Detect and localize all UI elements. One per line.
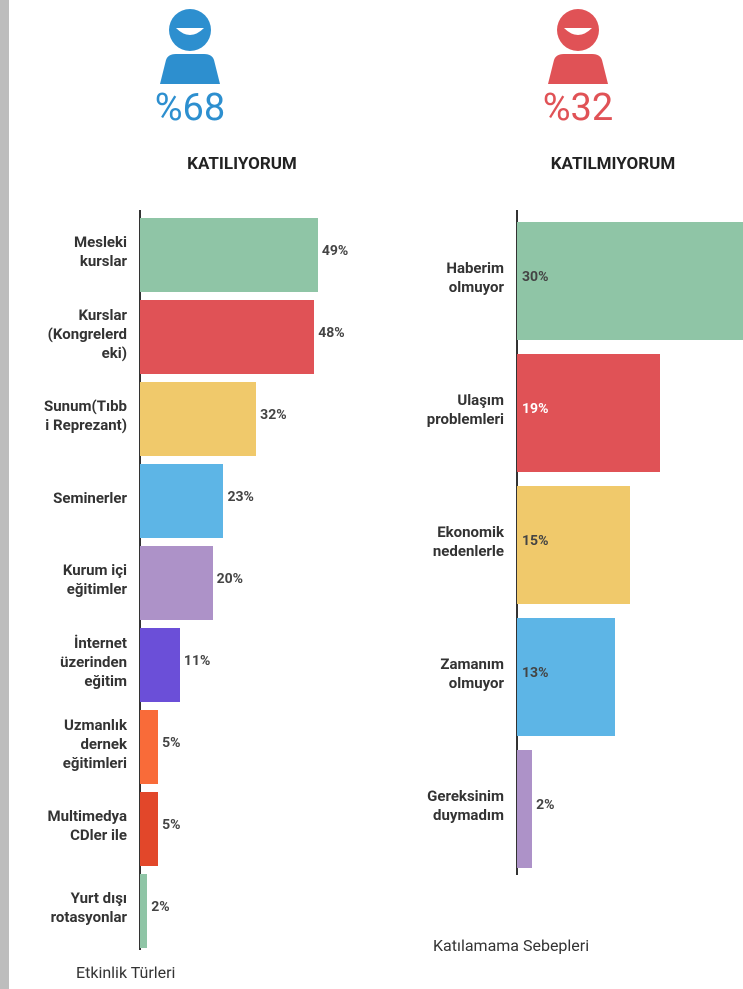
category-label: Yurt dışı rotasyonlar <box>50 889 127 926</box>
value-label: 49% <box>321 243 349 259</box>
category-label: Seminerler <box>53 488 127 507</box>
side-bar <box>0 0 9 989</box>
bar <box>140 874 148 948</box>
value-label: 23% <box>227 489 254 505</box>
bar <box>140 300 315 374</box>
bar <box>517 486 631 604</box>
bar <box>140 464 224 538</box>
category-label: Haberim olmuyor <box>446 259 504 296</box>
value-label: 13% <box>522 665 549 681</box>
value-label: 15% <box>522 533 549 549</box>
bar <box>140 628 180 702</box>
bar <box>517 354 661 472</box>
category-label: Kurum içi eğitimler <box>62 561 127 598</box>
axis-title: Etkinlik Türleri <box>76 963 176 982</box>
value-label: 30% <box>522 269 549 285</box>
category-label: Multimedya CDler ile <box>47 807 127 844</box>
person-icon <box>548 9 608 84</box>
category-label: Kurslar (Kongrelerd eki) <box>47 305 127 362</box>
value-label: 32% <box>260 407 287 423</box>
value-label: 20% <box>216 571 244 587</box>
category-label: Mesleki kurslar <box>74 233 127 270</box>
bar <box>517 750 533 868</box>
category-label: Ulaşım problemleri <box>426 391 504 428</box>
category-label: Zamanım olmuyor <box>440 655 504 692</box>
category-label: Gereksinim duymadım <box>427 787 504 824</box>
category-label: Sunum(Tıbb i Reprezant) <box>44 397 127 434</box>
value-label: 11% <box>183 653 211 669</box>
value-label: 48% <box>318 325 345 341</box>
bar <box>140 382 257 456</box>
bar <box>140 546 213 620</box>
category-label: İnternet üzerinden eğitim <box>60 633 127 690</box>
value-label: 2% <box>151 899 170 915</box>
category-label: Uzmanlık dernek eğitimleri <box>62 715 127 772</box>
panel-label: KATILMIYORUM <box>550 154 676 174</box>
bar <box>140 218 318 292</box>
value-label: 2% <box>536 797 555 813</box>
bar <box>517 222 743 340</box>
bar <box>140 710 159 784</box>
category-label: Ekonomik nedenlerle <box>432 523 504 560</box>
value-label: 5% <box>162 735 181 751</box>
bar <box>517 618 616 736</box>
bar <box>140 792 159 866</box>
panel-label: KATILIYORUM <box>187 154 297 174</box>
value-label: 19% <box>522 401 549 417</box>
person-icon <box>160 9 220 84</box>
percent: %68 <box>154 86 226 130</box>
axis-title: Katılamama Sebepleri <box>433 936 590 955</box>
value-label: 5% <box>162 817 181 833</box>
percent: %32 <box>542 86 614 130</box>
